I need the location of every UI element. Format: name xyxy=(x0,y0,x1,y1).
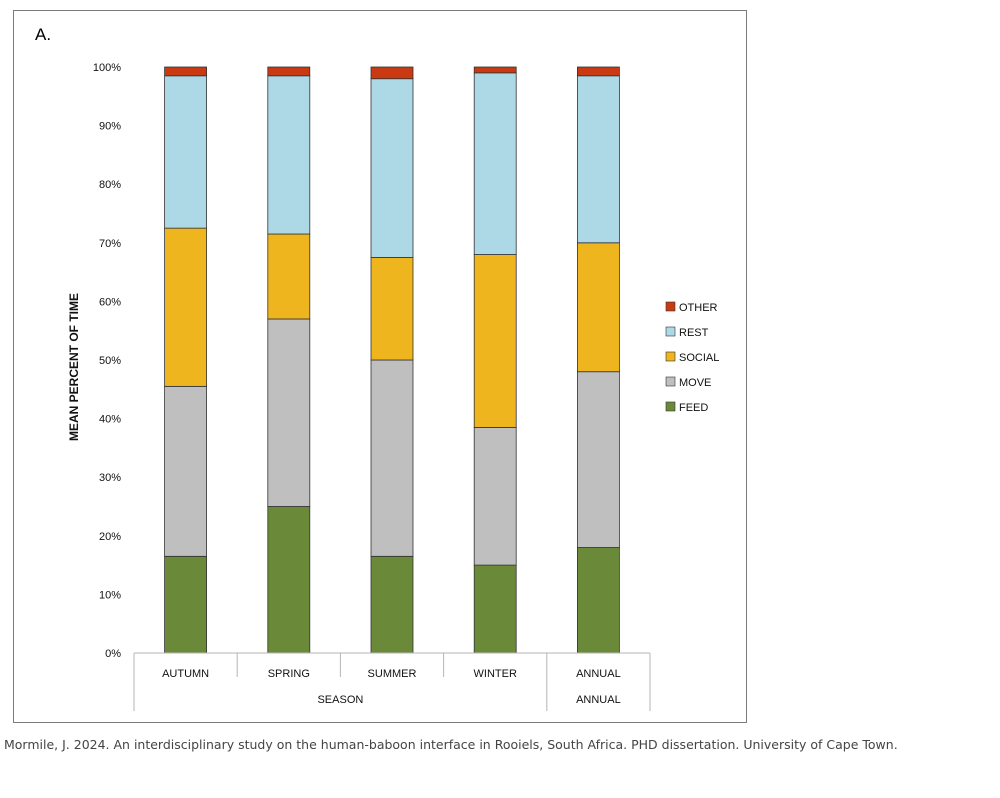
bar-segment-rest-summer xyxy=(370,78,414,258)
bar-segment-other-summer xyxy=(370,66,414,80)
x-tick-label: SUMMER xyxy=(368,668,417,680)
bar-segment-social-spring xyxy=(267,233,311,320)
bar-segment-rest-spring xyxy=(267,75,311,235)
legend-label: SOCIAL xyxy=(679,352,719,364)
x-tick-label: SPRING xyxy=(268,668,310,680)
legend-swatch-rest xyxy=(665,326,676,337)
bar-segment-other-spring xyxy=(267,66,311,77)
y-tick-label: 20% xyxy=(99,531,121,543)
bar-segment-other-annual xyxy=(577,66,620,77)
bar-segment-feed-summer xyxy=(370,555,414,654)
bar-segment-rest-autumn xyxy=(164,75,208,229)
y-tick-label: 40% xyxy=(99,414,121,426)
bar-segment-social-autumn xyxy=(164,227,208,387)
legend-swatch-social xyxy=(665,351,676,362)
bar-segment-social-winter xyxy=(473,254,517,428)
legend-swatch-other xyxy=(665,301,676,312)
y-tick-label: 50% xyxy=(99,355,121,367)
y-tick-label: 0% xyxy=(105,648,121,660)
legend-label: REST xyxy=(679,327,709,339)
legend-label: FEED xyxy=(679,402,708,414)
y-tick-label: 70% xyxy=(99,238,121,250)
bar-segment-move-annual xyxy=(577,371,620,548)
bar-segment-feed-spring xyxy=(267,506,311,654)
bar-segment-move-spring xyxy=(267,318,311,507)
bar-segment-move-autumn xyxy=(164,385,208,557)
y-tick-label: 30% xyxy=(99,472,121,484)
x-group-label: ANNUAL xyxy=(576,694,621,706)
y-tick-label: 90% xyxy=(99,121,121,133)
bar-segment-other-autumn xyxy=(164,66,208,77)
bar-segment-rest-annual xyxy=(577,75,620,244)
legend-label: MOVE xyxy=(679,377,711,389)
bar-segment-feed-autumn xyxy=(164,555,208,654)
x-group-label: SEASON xyxy=(317,694,363,706)
x-tick-label: AUTUMN xyxy=(162,668,209,680)
bar-segment-feed-annual xyxy=(577,547,620,654)
figure-caption: Mormile, J. 2024. An interdisciplinary s… xyxy=(4,737,898,752)
bar-segment-move-summer xyxy=(370,359,414,557)
stacked-bar-chart: A. 0% 10% 20% 30% 40% 50% 60% 70% 80% 90% 100% AUT… xyxy=(35,25,719,711)
x-tick-label: ANNUAL xyxy=(576,668,621,680)
panel-label: A. xyxy=(35,25,51,44)
bar-segment-rest-winter xyxy=(473,72,517,255)
x-axis: AUTUMN SPRING SUMMER WINTER ANNUAL SEASON ANNU… xyxy=(133,652,651,711)
bar-segment-social-annual xyxy=(577,242,620,373)
y-axis-ticks: 0% 10% 20% 30% 40% 50% 60% 70% 80% 90% 100% xyxy=(93,62,121,660)
y-tick-label: 60% xyxy=(99,296,121,308)
legend-swatch-feed xyxy=(665,401,676,412)
x-tick-label: WINTER xyxy=(474,668,517,680)
bars xyxy=(164,66,620,654)
legend-swatch-move xyxy=(665,376,676,387)
y-axis-label: MEAN PERCENT OF TIME xyxy=(67,293,81,441)
y-tick-label: 100% xyxy=(93,62,121,74)
y-tick-label: 80% xyxy=(99,179,121,191)
legend-label: OTHER xyxy=(679,302,718,314)
bar-segment-feed-winter xyxy=(473,564,517,654)
bar-segment-social-summer xyxy=(370,257,414,361)
bar-segment-other-winter xyxy=(473,66,517,74)
legend: OTHER REST SOCIAL MOVE FEED xyxy=(665,301,719,414)
chart-frame: A. 0% 10% 20% 30% 40% 50% 60% 70% 80% 90% 100% AUT… xyxy=(13,10,747,723)
y-tick-label: 10% xyxy=(99,589,121,601)
bar-segment-move-winter xyxy=(473,426,517,566)
